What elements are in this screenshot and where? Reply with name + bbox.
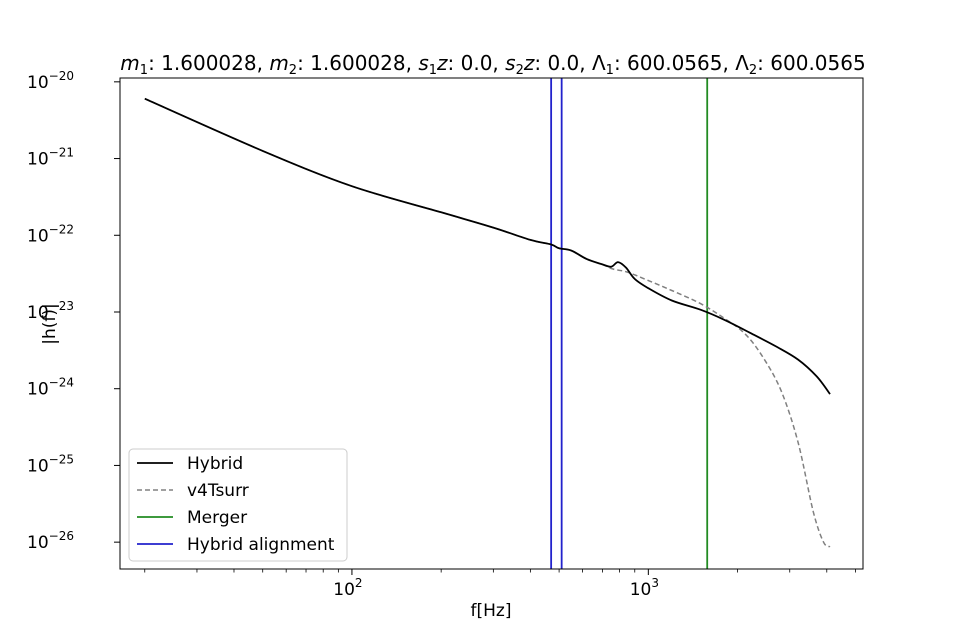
y-tick-label: 10−20 bbox=[27, 69, 74, 93]
x-axis-label: f[Hz] bbox=[471, 601, 512, 621]
legend-label-v4tsurr: v4Tsurr bbox=[187, 481, 249, 501]
series-line-v4tsurr bbox=[144, 98, 831, 548]
legend-label-hybrid: Hybrid bbox=[187, 454, 243, 474]
legend: Hybrid v4Tsurr Merger Hybrid alignment bbox=[128, 448, 348, 562]
y-tick-label: 10−25 bbox=[27, 452, 74, 476]
chart-title: m1: 1.600028, m2: 1.600028, s1z: 0.0, s2… bbox=[120, 51, 865, 78]
y-tick-label: 10−24 bbox=[27, 376, 74, 400]
plot-area-frame bbox=[119, 77, 864, 570]
series-lines bbox=[144, 97, 831, 548]
y-tick-label: 10−22 bbox=[27, 222, 74, 246]
y-tick-label: 10−26 bbox=[27, 529, 74, 553]
x-tick-label: 102 bbox=[333, 576, 362, 600]
legend-box bbox=[128, 448, 348, 562]
reference-lines bbox=[550, 78, 709, 569]
series-line-hybrid bbox=[144, 97, 831, 395]
axis-ticks: 102 103 10−20 10−21 10−22 10−23 10−24 10−25 10−2… bbox=[27, 69, 856, 600]
legend-label-merger: Merger bbox=[187, 508, 247, 528]
y-tick-label: 10−23 bbox=[27, 299, 74, 323]
legend-label-hybrid-alignment: Hybrid alignment bbox=[187, 535, 335, 555]
y-axis-label: |h(f)| bbox=[40, 303, 60, 344]
y-tick-label: 10−21 bbox=[27, 146, 74, 170]
x-tick-label: 103 bbox=[630, 576, 659, 600]
